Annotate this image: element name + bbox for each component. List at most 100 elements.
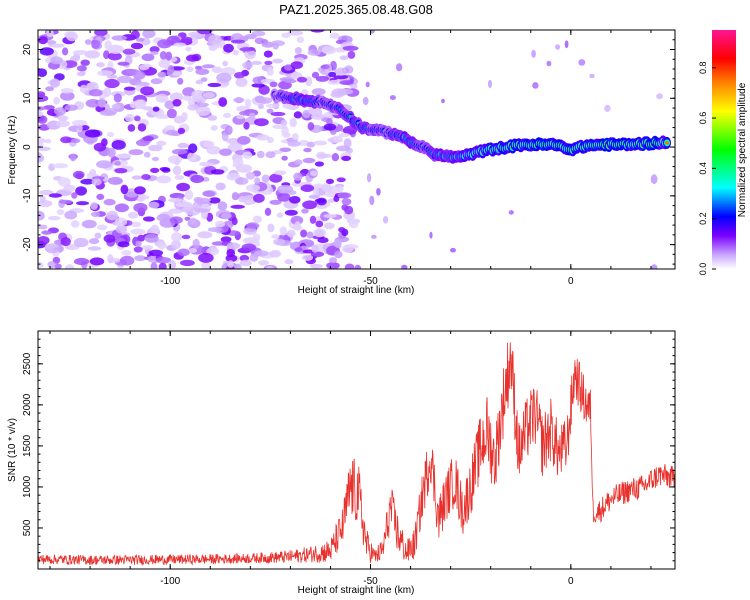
noise-blob — [192, 238, 200, 249]
noise-blob — [141, 53, 155, 62]
noise-blob — [130, 221, 142, 227]
noise-blob — [103, 198, 116, 206]
noise-blob — [58, 199, 73, 204]
colorbar-gradient — [712, 30, 736, 269]
y-tick-label: 1500 — [22, 434, 33, 457]
noise-blob — [254, 250, 269, 257]
noise-blob — [341, 198, 352, 206]
noise-blob — [326, 178, 334, 184]
noise-blob — [335, 67, 347, 76]
noise-blob — [157, 71, 167, 78]
colorbar-tick-label: 0.2 — [698, 212, 708, 225]
noise-blob — [171, 232, 182, 242]
noise-blob — [256, 134, 270, 141]
noise-blob — [289, 196, 301, 204]
noise-blob — [231, 192, 239, 201]
y-tick-label: 0 — [22, 144, 33, 150]
noise-blob — [114, 161, 121, 166]
x-tick-label: 0 — [568, 576, 574, 587]
noise-blob — [328, 71, 337, 78]
noise-blob — [245, 171, 256, 180]
snr-x-axis: -100 -50 0 — [49, 331, 652, 587]
noise-blob — [310, 113, 325, 120]
noise-blob — [316, 204, 328, 210]
noise-blob — [342, 125, 358, 135]
noise-blob — [287, 140, 301, 147]
noise-blob — [321, 45, 336, 55]
noise-blob — [293, 172, 303, 181]
noise-blob — [656, 93, 663, 100]
noise-blob — [150, 167, 160, 174]
noise-blob — [326, 118, 333, 126]
spectrogram-border — [37, 29, 676, 270]
noise-blob — [218, 97, 228, 107]
noise-blob — [130, 228, 146, 235]
snr-border — [37, 330, 676, 570]
noise-blob — [149, 46, 160, 53]
noise-blob — [365, 81, 370, 88]
noise-blob — [233, 97, 245, 103]
noise-blob — [251, 83, 266, 88]
noise-blob — [339, 80, 354, 86]
noise-blob — [157, 241, 167, 250]
noise-blob — [64, 210, 78, 220]
noise-blob — [249, 253, 259, 262]
noise-blob — [564, 40, 569, 49]
noise-blob — [329, 32, 340, 39]
noise-blob — [281, 32, 291, 38]
noise-blob — [326, 262, 340, 269]
noise-blob — [214, 220, 226, 228]
noise-blob — [91, 178, 102, 186]
noise-blob — [73, 257, 90, 266]
noise-blob — [103, 234, 116, 243]
noise-blob — [336, 145, 351, 152]
noise-blob — [177, 127, 186, 135]
noise-blob — [52, 163, 69, 169]
noise-blob — [135, 37, 145, 42]
noise-blob — [259, 97, 273, 104]
noise-blob — [167, 65, 175, 75]
noise-blob — [235, 77, 248, 87]
noise-blob — [84, 129, 101, 138]
noise-blob — [532, 82, 539, 89]
noise-blob — [315, 220, 324, 228]
noise-blob — [300, 184, 315, 192]
noise-blob — [343, 138, 352, 148]
noise-blob — [49, 78, 61, 88]
noise-blob — [159, 51, 167, 60]
noise-blob — [202, 190, 216, 197]
noise-blob — [45, 86, 54, 92]
noise-blob — [267, 136, 274, 144]
noise-blob — [217, 201, 228, 211]
noise-blob — [148, 201, 160, 209]
noise-blob — [371, 234, 377, 239]
noise-blob — [177, 77, 184, 85]
noise-blob — [272, 58, 283, 64]
noise-blob — [195, 102, 209, 108]
noise-blob — [60, 91, 75, 101]
noise-blob — [39, 189, 54, 196]
noise-blob — [531, 49, 536, 58]
noise-blob — [578, 59, 586, 66]
y-tick-label: 2500 — [22, 352, 33, 375]
colorbar-label: Normalized spectral amplitude — [737, 82, 748, 217]
noise-blob — [157, 39, 172, 49]
noise-blob — [320, 64, 330, 70]
y-tick-label: 500 — [22, 519, 33, 536]
noise-blob — [131, 175, 142, 180]
noise-blob — [180, 259, 195, 267]
snr-xlabel: Height of straight line (km) — [298, 585, 415, 596]
spectrogram-ylabel: Frequency (Hz) — [7, 116, 18, 185]
noise-blob — [271, 234, 280, 239]
noise-blob — [169, 216, 183, 224]
y-tick-label: 1000 — [22, 475, 33, 498]
noise-blob — [38, 111, 44, 117]
colorbar-ticks: 0.0 0.2 0.4 0.6 0.8 — [698, 61, 716, 275]
noise-blob — [273, 238, 286, 246]
colorbar-tick-label: 0.4 — [698, 162, 708, 175]
noise-blob — [230, 39, 246, 44]
noise-blob — [293, 111, 303, 119]
noise-blob — [107, 52, 122, 61]
noise-blob — [85, 99, 101, 108]
noise-blob — [230, 204, 245, 209]
